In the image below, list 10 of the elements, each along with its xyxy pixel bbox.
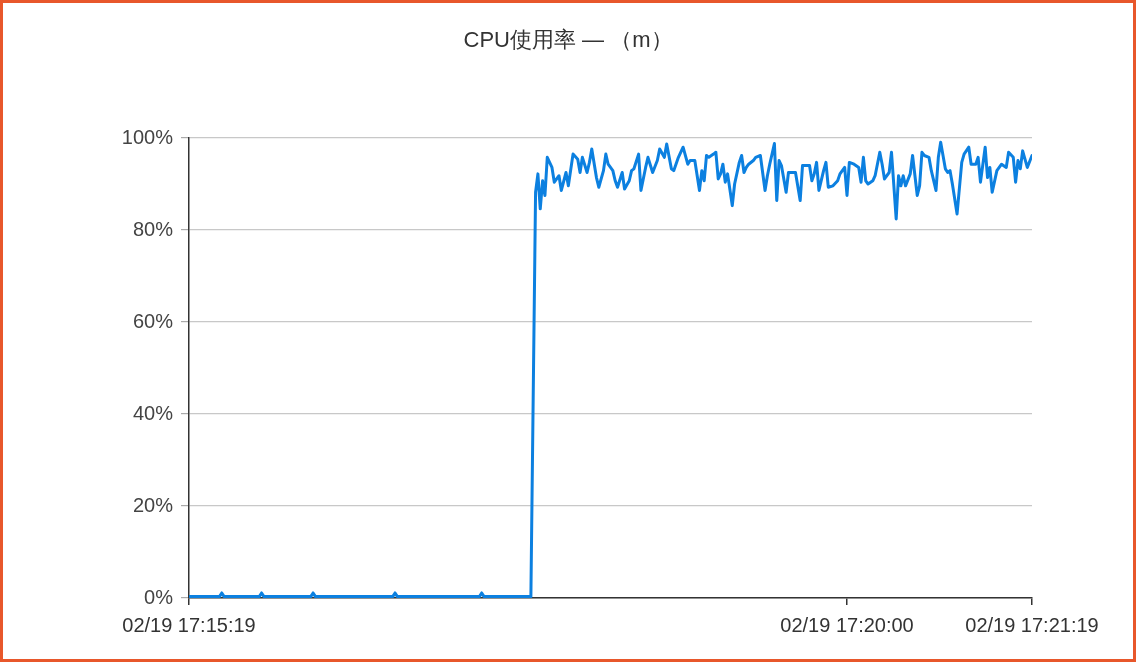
- x-tick-label: 02/19 17:15:19: [122, 613, 256, 636]
- y-tick-label: 100%: [121, 125, 174, 148]
- chart-title: CPU使用率 — （m）: [463, 27, 673, 53]
- x-tick-label: 02/19 17:20:00: [780, 613, 914, 636]
- y-tick-label: 20%: [132, 493, 174, 516]
- y-tick-label: 40%: [132, 401, 174, 424]
- y-tick-label: 80%: [132, 217, 174, 240]
- y-tick-label: 60%: [132, 309, 174, 332]
- y-tick-label: 0%: [144, 585, 174, 608]
- x-tick-label: 02/19 17:21:19: [965, 613, 1099, 636]
